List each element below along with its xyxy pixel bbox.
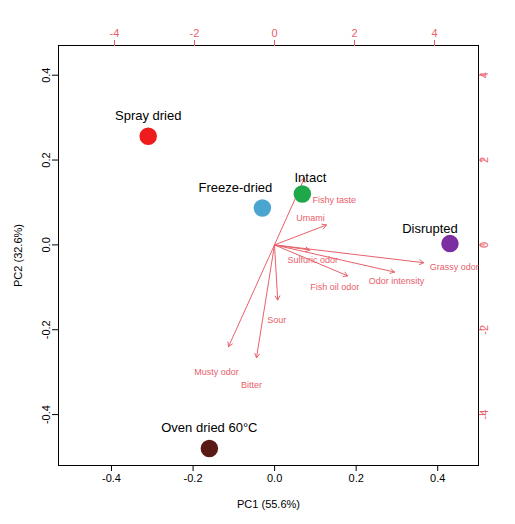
- svg-text:-4: -4: [478, 410, 490, 420]
- svg-text:-0.2: -0.2: [40, 320, 52, 339]
- svg-text:0.2: 0.2: [349, 472, 364, 484]
- svg-text:0.0: 0.0: [40, 237, 52, 252]
- svg-text:2: 2: [478, 157, 490, 163]
- svg-text:Intact: Intact: [294, 170, 326, 185]
- svg-text:Sulfuric odor: Sulfuric odor: [287, 255, 338, 265]
- svg-text:Disrupted: Disrupted: [402, 221, 458, 236]
- svg-text:0.2: 0.2: [40, 152, 52, 167]
- svg-text:Sour: Sour: [267, 315, 286, 325]
- svg-text:0.0: 0.0: [267, 472, 282, 484]
- svg-text:Grassy odor: Grassy odor: [430, 262, 479, 272]
- svg-text:Spray dried: Spray dried: [115, 108, 181, 123]
- svg-text:-4: -4: [110, 27, 120, 39]
- svg-text:0.4: 0.4: [430, 472, 445, 484]
- svg-text:0: 0: [478, 242, 490, 248]
- svg-text:Fishy taste: Fishy taste: [313, 195, 357, 205]
- svg-text:-2: -2: [190, 27, 200, 39]
- svg-text:-0.4: -0.4: [102, 472, 121, 484]
- svg-text:-0.2: -0.2: [184, 472, 203, 484]
- svg-text:-0.4: -0.4: [40, 405, 52, 424]
- svg-text:Fish oil odor: Fish oil odor: [310, 282, 359, 292]
- svg-text:Umami: Umami: [296, 213, 325, 223]
- svg-text:Freeze-dried: Freeze-dried: [199, 180, 273, 195]
- svg-text:PC1 (55.6%): PC1 (55.6%): [237, 498, 300, 510]
- svg-text:4: 4: [431, 27, 437, 39]
- svg-text:Oven dried 60°C: Oven dried 60°C: [161, 420, 257, 435]
- svg-text:0: 0: [271, 27, 277, 39]
- svg-text:PC2 (32.6%): PC2 (32.6%): [12, 224, 24, 287]
- svg-text:Musty odor: Musty odor: [194, 367, 239, 377]
- svg-text:2: 2: [351, 27, 357, 39]
- svg-text:0.4: 0.4: [40, 68, 52, 83]
- svg-text:Bitter: Bitter: [241, 380, 262, 390]
- svg-text:-2: -2: [478, 325, 490, 335]
- svg-text:4: 4: [478, 72, 490, 78]
- svg-text:Odor intensity: Odor intensity: [369, 276, 425, 286]
